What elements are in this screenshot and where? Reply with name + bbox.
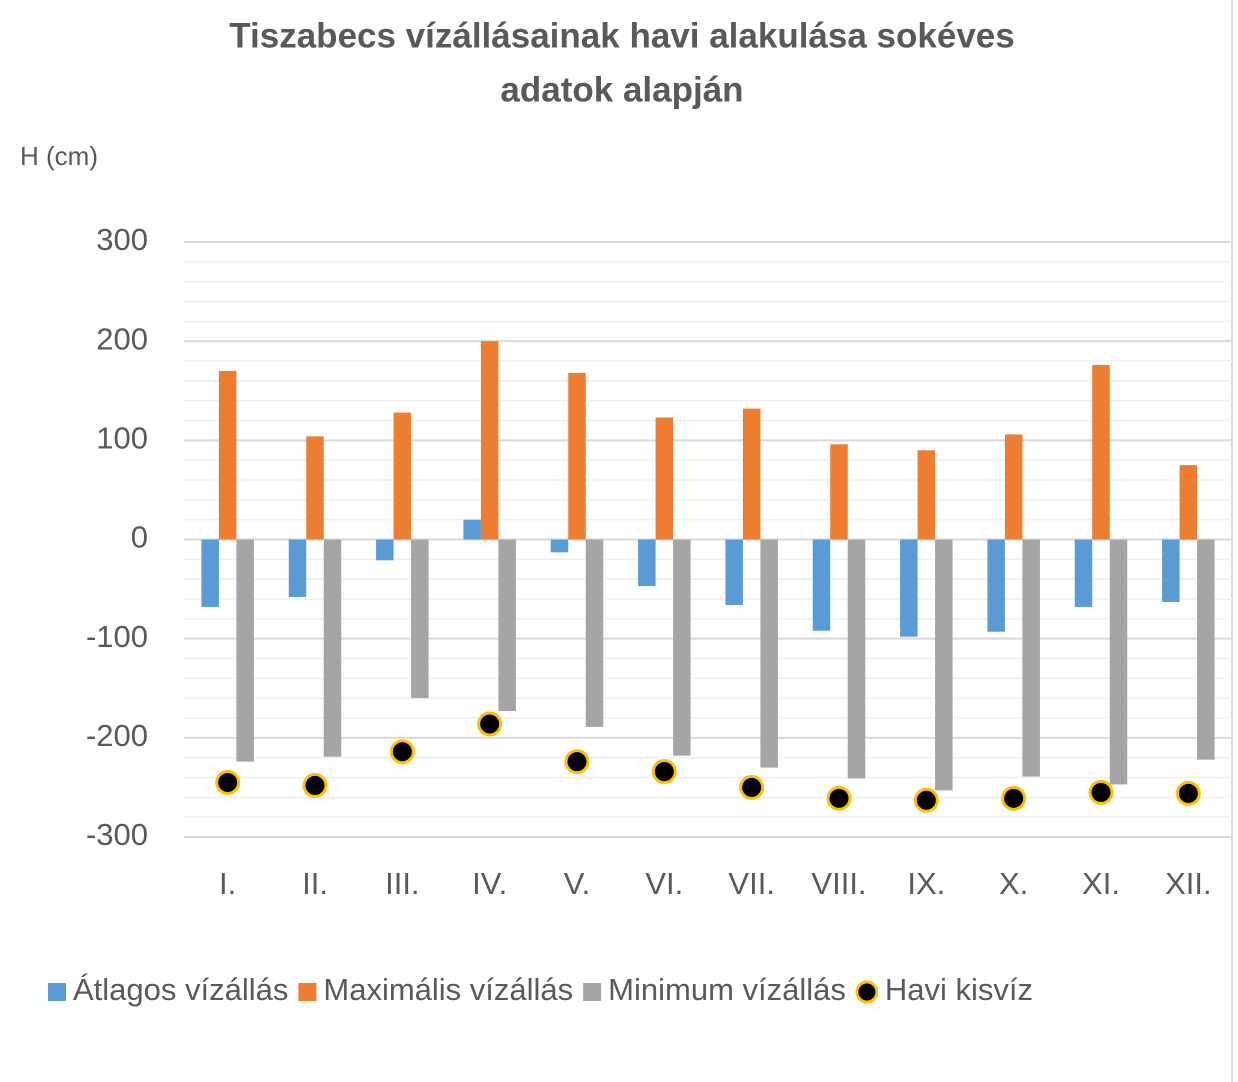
marker <box>651 759 677 785</box>
bar <box>1074 539 1093 607</box>
bar <box>498 539 516 712</box>
bar <box>760 539 778 768</box>
marker <box>1001 785 1027 811</box>
x-tick-label: VII. <box>728 866 775 901</box>
marker <box>215 769 241 795</box>
y-tick-label: 200 <box>96 321 148 356</box>
legend-label: Maximális vízállás <box>323 972 573 1007</box>
y-tick-label: -200 <box>86 718 148 753</box>
bar <box>393 412 412 540</box>
bar <box>480 341 499 540</box>
bar <box>201 539 219 607</box>
x-tick-label: II. <box>302 866 328 901</box>
x-tick-label: VI. <box>645 866 683 901</box>
marker <box>302 772 328 798</box>
bar <box>1004 434 1023 540</box>
chart-title: adatok alapján <box>500 70 743 109</box>
marker <box>1088 779 1114 805</box>
bar <box>568 372 586 540</box>
x-tick-label: I. <box>219 866 236 901</box>
x-tick-label: IX. <box>907 866 945 901</box>
bar <box>1109 539 1128 785</box>
bar <box>550 539 569 553</box>
y-tick-label: 0 <box>131 520 148 555</box>
legend-label: Havi kisvíz <box>885 972 1033 1007</box>
x-tick-label: XII. <box>1165 866 1212 901</box>
bar <box>1179 465 1198 540</box>
y-axis-label: H (cm) <box>20 141 98 171</box>
marker <box>913 787 939 813</box>
bar <box>236 539 254 762</box>
bar <box>1022 539 1040 777</box>
bar <box>847 539 866 779</box>
bar <box>585 539 604 727</box>
x-tick-label: IV. <box>472 866 507 901</box>
marker <box>739 774 765 800</box>
legend-label: Minimum vízállás <box>608 972 846 1007</box>
legend-swatch <box>48 983 66 1001</box>
bar <box>1197 539 1215 760</box>
legend-swatch <box>298 983 317 1001</box>
bar <box>655 417 674 540</box>
legend-swatch <box>855 980 879 1004</box>
x-tick-label: VIII. <box>811 866 866 901</box>
bar <box>463 519 481 540</box>
bar <box>1162 539 1180 602</box>
bar <box>638 539 656 587</box>
y-tick-label: 300 <box>96 222 148 257</box>
marker <box>389 739 415 765</box>
bar <box>288 539 307 598</box>
bar <box>742 408 761 540</box>
x-tick-label: XI. <box>1082 866 1120 901</box>
y-tick-label: 100 <box>96 421 148 456</box>
bar <box>411 539 429 699</box>
bar <box>987 539 1005 632</box>
legend-label: Átlagos vízállás <box>73 972 288 1007</box>
marker <box>564 749 590 775</box>
marker <box>477 711 503 737</box>
marker <box>1175 780 1201 806</box>
chart-title: Tiszabecs vízállásainak havi alakulása s… <box>229 16 1014 55</box>
x-tick-label: V. <box>564 866 590 901</box>
bar <box>673 539 691 756</box>
bar <box>323 539 342 757</box>
marker <box>826 785 852 811</box>
bar <box>306 436 324 540</box>
bar <box>376 539 394 561</box>
bar <box>917 450 936 540</box>
bar <box>830 444 848 540</box>
y-tick-label: -300 <box>86 817 148 852</box>
bar <box>218 370 237 540</box>
bar <box>935 539 953 791</box>
bar <box>812 539 831 631</box>
bar <box>1092 364 1110 540</box>
legend-swatch <box>583 983 602 1001</box>
bar <box>725 539 743 605</box>
y-tick-label: -100 <box>86 619 148 654</box>
x-tick-label: X. <box>999 866 1028 901</box>
x-tick-label: III. <box>385 866 419 901</box>
bar <box>900 539 918 637</box>
